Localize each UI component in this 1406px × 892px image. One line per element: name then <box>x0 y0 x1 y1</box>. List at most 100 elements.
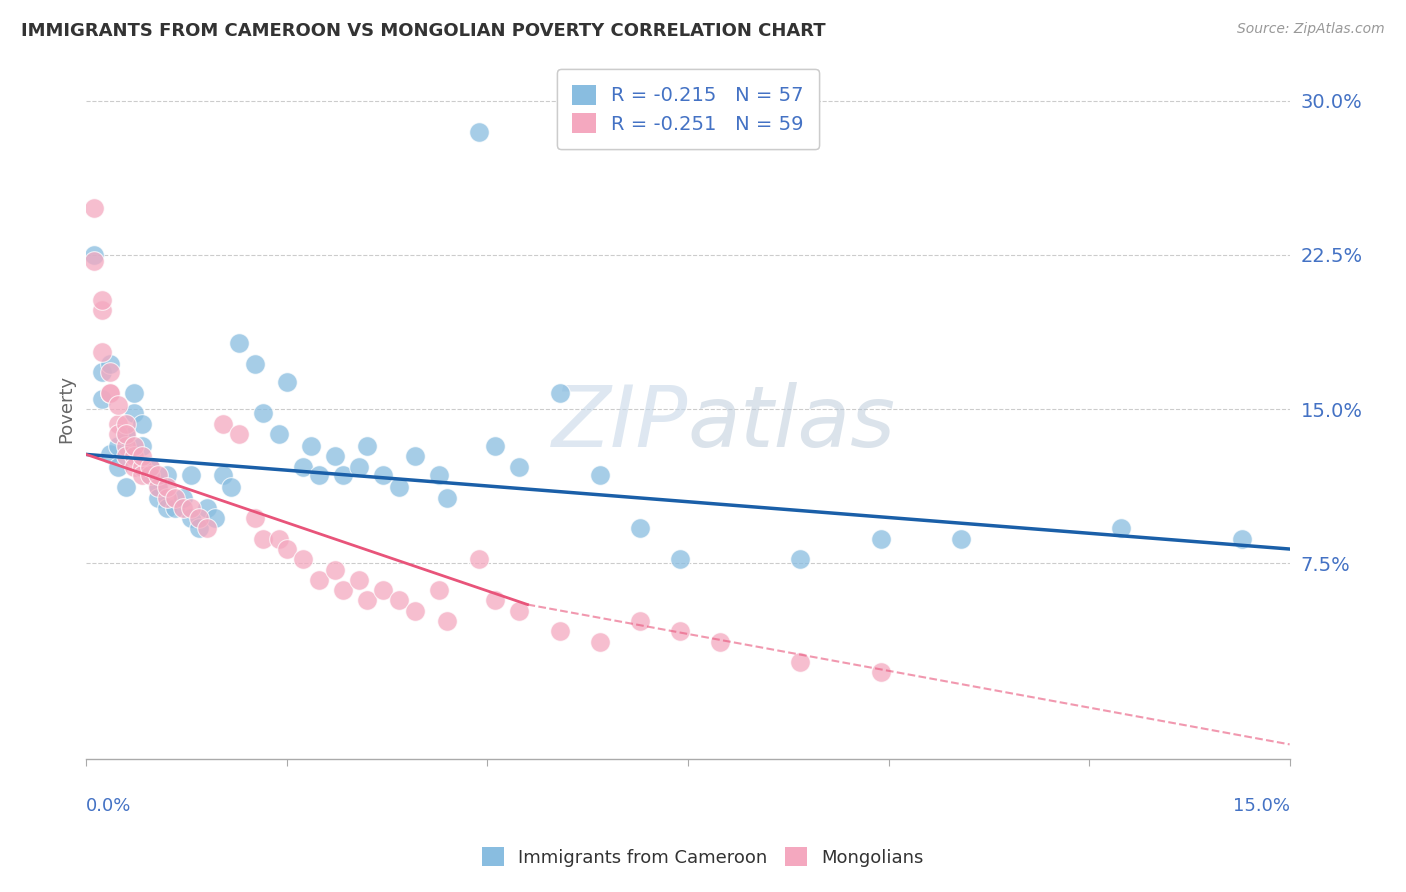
Point <box>347 459 370 474</box>
Point <box>323 450 346 464</box>
Point <box>243 357 266 371</box>
Point <box>308 573 330 587</box>
Point <box>204 511 226 525</box>
Point <box>83 248 105 262</box>
Point <box>267 426 290 441</box>
Y-axis label: Poverty: Poverty <box>58 376 75 443</box>
Point <box>148 468 170 483</box>
Point <box>276 376 298 390</box>
Point <box>91 293 114 308</box>
Point <box>172 491 194 505</box>
Point <box>356 593 378 607</box>
Point <box>404 450 426 464</box>
Point <box>388 480 411 494</box>
Point <box>628 614 651 628</box>
Legend: Immigrants from Cameroon, Mongolians: Immigrants from Cameroon, Mongolians <box>475 840 931 874</box>
Point <box>107 426 129 441</box>
Point <box>299 439 322 453</box>
Point <box>139 468 162 483</box>
Point <box>98 447 121 461</box>
Point <box>124 385 146 400</box>
Point <box>139 468 162 483</box>
Point <box>323 563 346 577</box>
Point <box>949 532 972 546</box>
Point <box>869 665 891 680</box>
Point <box>115 480 138 494</box>
Point <box>124 459 146 474</box>
Point <box>124 439 146 453</box>
Point <box>468 552 491 566</box>
Point <box>709 634 731 648</box>
Point <box>148 480 170 494</box>
Point <box>669 624 692 639</box>
Point <box>180 468 202 483</box>
Point <box>484 439 506 453</box>
Point <box>267 532 290 546</box>
Point <box>107 417 129 431</box>
Legend: R = -0.215   N = 57, R = -0.251   N = 59: R = -0.215 N = 57, R = -0.251 N = 59 <box>557 70 820 149</box>
Point <box>869 532 891 546</box>
Point <box>124 406 146 420</box>
Point <box>187 511 209 525</box>
Point <box>291 552 314 566</box>
Point <box>195 521 218 535</box>
Point <box>98 357 121 371</box>
Point <box>484 593 506 607</box>
Point <box>195 500 218 515</box>
Point <box>219 480 242 494</box>
Point <box>211 417 233 431</box>
Point <box>131 468 153 483</box>
Point <box>187 521 209 535</box>
Point <box>371 583 394 598</box>
Point <box>115 450 138 464</box>
Point <box>548 624 571 639</box>
Point <box>427 468 450 483</box>
Point <box>371 468 394 483</box>
Point <box>131 417 153 431</box>
Point <box>155 468 177 483</box>
Point <box>155 480 177 494</box>
Point <box>163 500 186 515</box>
Point <box>91 365 114 379</box>
Text: 15.0%: 15.0% <box>1233 797 1289 815</box>
Point <box>107 439 129 453</box>
Point <box>388 593 411 607</box>
Point <box>347 573 370 587</box>
Point <box>243 511 266 525</box>
Point <box>131 459 153 474</box>
Point <box>228 426 250 441</box>
Point <box>107 398 129 412</box>
Point <box>139 459 162 474</box>
Point <box>155 491 177 505</box>
Point <box>228 336 250 351</box>
Point <box>508 459 530 474</box>
Point <box>163 491 186 505</box>
Point <box>148 491 170 505</box>
Point <box>172 500 194 515</box>
Point <box>139 459 162 474</box>
Point <box>148 480 170 494</box>
Point <box>356 439 378 453</box>
Point <box>91 392 114 406</box>
Point <box>332 583 354 598</box>
Point <box>589 634 612 648</box>
Point <box>252 406 274 420</box>
Point <box>628 521 651 535</box>
Point <box>1109 521 1132 535</box>
Point <box>91 303 114 318</box>
Point <box>789 655 811 669</box>
Text: Source: ZipAtlas.com: Source: ZipAtlas.com <box>1237 22 1385 37</box>
Point <box>276 542 298 557</box>
Point <box>115 429 138 443</box>
Point <box>124 450 146 464</box>
Point <box>98 385 121 400</box>
Point <box>404 604 426 618</box>
Point <box>508 604 530 618</box>
Point <box>589 468 612 483</box>
Point <box>115 439 138 453</box>
Point <box>1230 532 1253 546</box>
Point <box>83 201 105 215</box>
Point <box>436 614 458 628</box>
Point <box>669 552 692 566</box>
Point <box>115 426 138 441</box>
